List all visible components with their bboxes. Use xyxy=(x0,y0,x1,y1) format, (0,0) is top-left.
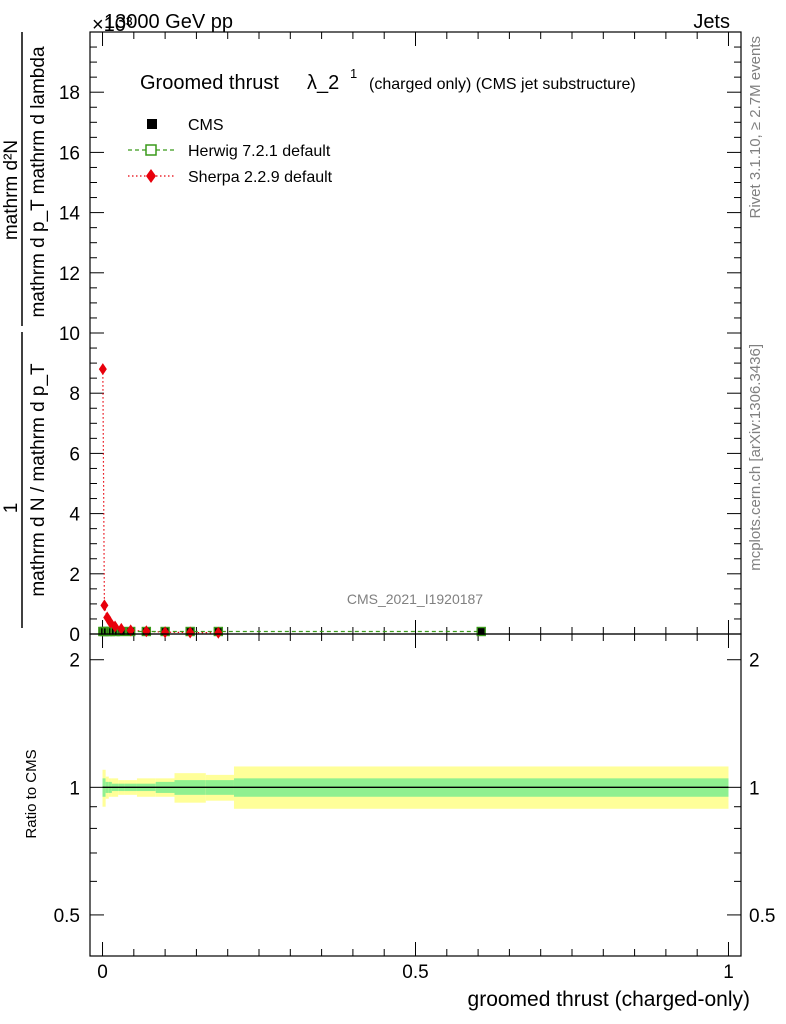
y-tick-label: 10 xyxy=(59,324,80,345)
sherpa-point xyxy=(214,626,223,639)
ratio-uncertainty-bands xyxy=(102,766,729,809)
ratio-y-tick-label: 1 xyxy=(69,778,80,799)
x-axis-label: groomed thrust (charged-only) xyxy=(468,988,750,1011)
legend-sherpa-label: Sherpa 2.2.9 default xyxy=(188,169,333,186)
legend-cms-marker xyxy=(147,119,157,129)
ratio-y-tick-label-right: 1 xyxy=(749,778,760,799)
plot-title: Groomed thrust λ_2 1 (charged only) (CMS… xyxy=(140,66,636,94)
x-tick-label: 0.5 xyxy=(402,962,428,983)
exponent-label: ×10³ xyxy=(92,14,133,36)
title-lambda: λ_2 xyxy=(307,72,339,94)
y-tick-label: 0 xyxy=(69,625,80,646)
legend-herwig-label: Herwig 7.2.1 default xyxy=(188,143,331,160)
sherpa-point xyxy=(186,626,195,639)
y-tick-label: 6 xyxy=(69,444,80,465)
y-tick-label: 16 xyxy=(59,143,80,164)
herwig-point xyxy=(476,626,486,637)
rivet-version-label: Rivet 3.1.10, ≥ 2.7M events xyxy=(747,36,764,219)
title-extra: (charged only) (CMS jet substructure) xyxy=(369,76,636,93)
sherpa-point xyxy=(100,599,109,612)
sherpa-point xyxy=(126,624,135,637)
legend: CMS Herwig 7.2.1 default Sherpa 2.2.9 de… xyxy=(128,117,333,186)
source-label: mcplots.cern.ch [arXiv:1306.3436] xyxy=(747,344,764,571)
sherpa-point xyxy=(111,620,120,633)
x-tick-label: 1 xyxy=(723,962,734,983)
ylabel-numerator: mathrm d²N xyxy=(1,140,22,240)
ratio-y-axis-label: Ratio to CMS xyxy=(23,749,40,838)
energy-label: 13000 GeV pp xyxy=(104,11,233,33)
ylabel-denominator: mathrm d p_T mathrm d lambda xyxy=(28,46,49,317)
y-tick-label: 2 xyxy=(69,565,80,586)
cms-point xyxy=(477,627,486,636)
y-tick-label: 18 xyxy=(59,83,80,104)
y-tick-label: 12 xyxy=(59,264,80,285)
y-tick-label: 14 xyxy=(59,204,81,225)
sherpa-line xyxy=(102,369,219,634)
y-tick-label: 4 xyxy=(69,505,80,526)
sherpa-point xyxy=(98,363,107,376)
legend-cms-label: CMS xyxy=(188,117,224,134)
x-tick-label: 0 xyxy=(97,962,108,983)
main-y-axis-label: 1 mathrm d N / mathrm d p_T mathrm d²N m… xyxy=(1,32,49,628)
ylabel-prefactor-denominator: mathrm d N / mathrm d p_T xyxy=(28,363,49,597)
title-main: Groomed thrust xyxy=(140,72,279,94)
ratio-plot-frame xyxy=(89,633,742,957)
ylabel-prefactor-numerator: 1 xyxy=(1,503,22,514)
legend-herwig-marker xyxy=(145,144,157,156)
ratio-y-tick-label: 2 xyxy=(69,651,80,672)
main-axis-ticks: 0 2 4 6 8 10 12 14 16 18 xyxy=(59,32,741,646)
sherpa-point xyxy=(117,622,126,635)
analysis-watermark: CMS_2021_I1920187 xyxy=(347,591,483,607)
ratio-y-tick-label-right: 2 xyxy=(749,651,760,672)
legend-sherpa-marker xyxy=(146,169,156,183)
ratio-y-tick-label: 0.5 xyxy=(54,906,80,927)
title-superscript: 1 xyxy=(350,66,357,81)
ratio-axis-ticks: 0.5 0.5 1 1 2 2 0 0.5 1 xyxy=(54,634,775,983)
sherpa-point xyxy=(161,626,170,639)
y-tick-label: 8 xyxy=(69,384,80,405)
data-series xyxy=(98,363,486,639)
ratio-y-tick-label-right: 0.5 xyxy=(749,906,775,927)
category-label: Jets xyxy=(693,11,730,33)
